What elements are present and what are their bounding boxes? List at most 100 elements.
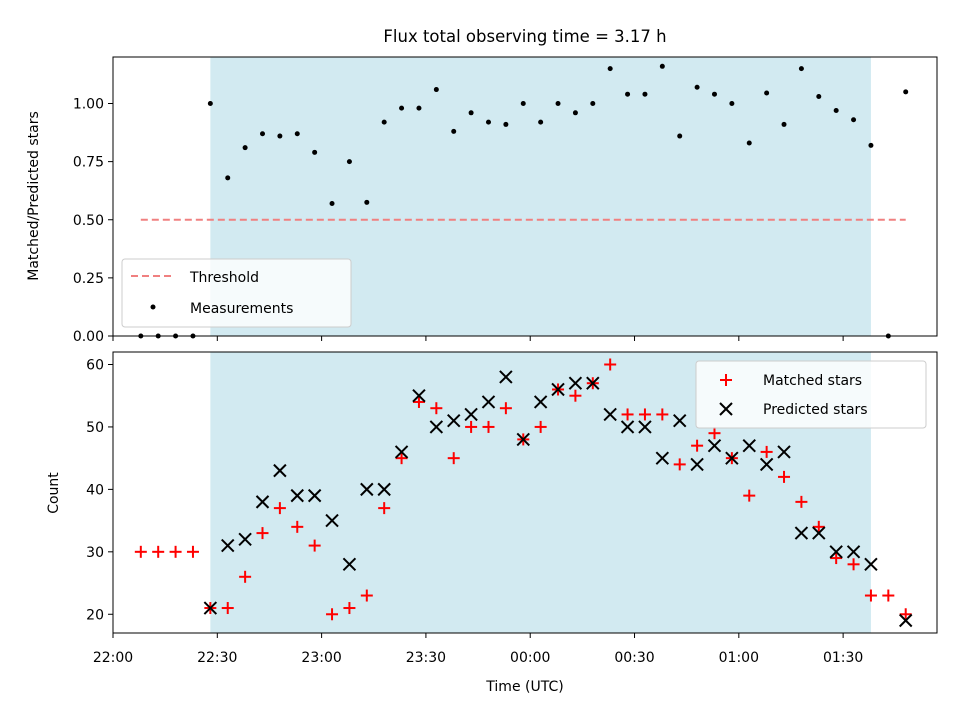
count-ytick-label: 60 <box>86 357 104 373</box>
measurement-point <box>294 131 300 137</box>
predicted-star-point <box>464 407 478 422</box>
predicted-star-point <box>394 445 409 459</box>
measurement-point <box>572 110 578 116</box>
matched-star-point <box>899 608 912 621</box>
matched-star-point <box>656 408 669 421</box>
measurement-point <box>694 84 700 90</box>
matched-star-point <box>395 452 408 465</box>
predicted-star-point <box>899 613 913 628</box>
predicted-star-point <box>325 513 339 528</box>
measurement-point <box>520 101 526 106</box>
matched-star-point <box>447 452 460 465</box>
measurement-point <box>329 200 335 206</box>
legend-predicted-swatch <box>719 402 733 416</box>
matched-star-point <box>760 445 773 458</box>
predicted-star-point <box>533 395 548 409</box>
matched-star-point <box>169 545 182 558</box>
matched-star-point <box>604 358 617 371</box>
measurement-point <box>485 119 491 125</box>
matched-star-point <box>830 552 843 565</box>
predicted-star-point <box>551 382 565 397</box>
matched-star-point <box>673 458 686 471</box>
matched-star-point <box>812 520 825 533</box>
predicted-star-point <box>568 376 583 390</box>
matched-star-point <box>273 502 286 515</box>
ratio-legend-box <box>121 258 352 328</box>
predicted-star-point <box>516 432 530 447</box>
matched-star-point <box>691 439 704 452</box>
predicted-star-point <box>846 545 861 559</box>
matched-star-point <box>778 470 791 483</box>
count-plot-frame <box>112 351 938 634</box>
measurement-point <box>538 119 544 125</box>
matched-star-point <box>378 502 391 515</box>
predicted-star-point <box>360 482 374 497</box>
matched-star-point <box>465 420 478 433</box>
count-ytick-label: 30 <box>86 545 104 561</box>
ratio-ytick-label: 0.25 <box>73 271 104 287</box>
matched-star-point <box>326 608 339 621</box>
predicted-star-point <box>725 451 739 465</box>
count-xtick-label: 22:00 <box>93 650 133 666</box>
measurement-point <box>312 149 318 155</box>
ratio-legend: Threshold Measurements <box>121 258 352 328</box>
predicted-star-point <box>273 463 287 478</box>
matched-star-point <box>708 427 721 440</box>
legend-matched-label: Matched stars <box>763 373 862 389</box>
measurement-point <box>364 199 370 205</box>
ratio-ytick-label: 0.50 <box>73 213 104 229</box>
measurement-point <box>816 94 822 100</box>
matched-star-point <box>795 495 808 508</box>
predicted-star-point <box>777 445 791 459</box>
matched-star-point <box>221 602 234 615</box>
predicted-star-point <box>447 413 461 428</box>
measurement-point <box>746 140 752 146</box>
measurement-point <box>346 159 352 165</box>
measurement-point <box>851 117 857 123</box>
predicted-star-point <box>690 457 704 472</box>
matched-star-point <box>534 420 547 433</box>
measurement-point <box>277 133 283 139</box>
measurement-point <box>711 91 717 97</box>
matched-star-point <box>882 589 895 602</box>
matched-star-point <box>638 408 651 421</box>
predicted-star-point <box>255 495 270 509</box>
measurement-point <box>642 91 648 97</box>
measurement-point <box>625 91 631 97</box>
measurement-point <box>868 142 874 148</box>
measurement-point <box>260 131 266 137</box>
measurement-point <box>207 101 213 106</box>
ratio-ylabel: Matched/Predicted stars <box>26 111 42 281</box>
measurement-point <box>677 133 683 139</box>
predicted-star-point <box>586 376 600 390</box>
legend-matched-swatch <box>720 374 732 386</box>
matched-star-point <box>482 420 495 433</box>
count-ytick-label: 20 <box>86 607 104 623</box>
ratio-ytick-label: 0.00 <box>73 329 104 345</box>
count-xtick-label: 23:00 <box>301 650 341 666</box>
matched-star-point <box>239 570 252 583</box>
predicted-star-point <box>377 482 391 497</box>
count-legend: Matched stars Predicted stars <box>695 360 927 429</box>
count-xtick-label: 01:30 <box>823 650 863 666</box>
measurement-point <box>225 175 231 181</box>
measurement-point <box>242 145 248 151</box>
predicted-star-point <box>673 413 687 428</box>
figure-title: Flux total observing time = 3.17 h <box>383 27 666 46</box>
measurement-point <box>468 110 474 116</box>
measurement-point <box>590 101 596 106</box>
matched-star-point <box>743 489 756 502</box>
predicted-star-point <box>655 451 670 465</box>
count-xtick-label: 01:00 <box>719 650 759 666</box>
predicted-star-point <box>620 420 635 434</box>
measurement-point <box>781 121 787 127</box>
count-panel: 20 30 40 50 60 22:00 22:30 23:00 23:30 00:00 00:3… <box>46 351 938 695</box>
count-xtick-label: 00:00 <box>510 650 550 666</box>
predicted-star-point <box>707 438 722 453</box>
matched-star-point <box>134 545 147 558</box>
count-xtick-label: 22:30 <box>197 650 237 666</box>
measurement-point <box>433 87 439 93</box>
measurement-point <box>416 105 422 111</box>
measurement-point <box>399 105 405 111</box>
